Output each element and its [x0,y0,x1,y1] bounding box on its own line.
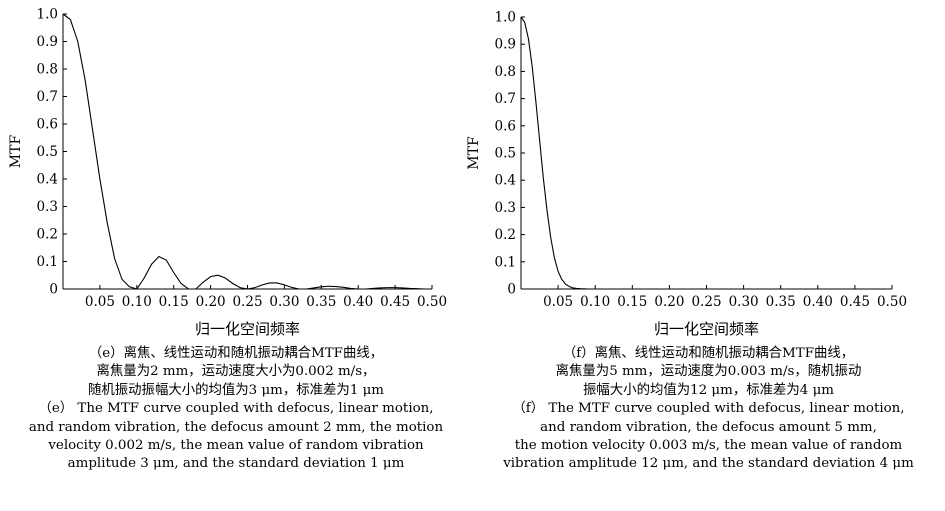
y-tick-label: 0.5 [495,146,516,162]
caption-e-line-7: amplitude 3 μm, and the standard deviati… [67,456,405,472]
caption-f-line-5: and random vibration, the defocus amount… [540,419,877,435]
y-axis-title: MTF [8,135,24,169]
x-tick-label: 0.40 [803,294,833,310]
caption-f: （f）离焦、线性运动和随机振动耦合MTF曲线， 离焦量为5 mm，运动速度为0.… [472,345,945,474]
y-tick-label: 0.2 [495,227,516,243]
caption-f-line-4: （f） The MTF curve coupled with defocus, … [512,401,905,417]
caption-f-line-6: the motion velocity 0.003 m/s, the mean … [514,438,903,454]
mtf-chart-e: 0 0.1 0.2 0.3 0.4 0.5 0.6 0.7 0.8 0.9 1.0 0.05 0.10 0… [8,7,447,339]
y-tick-label: 0.7 [495,91,516,107]
chart-panel-f: 0 0.1 0.2 0.3 0.4 0.5 0.6 0.7 0.8 0.9 1.0 0.05 0.10 0… [466,0,945,511]
caption-e-line-3: 随机振动振幅大小的均值为3 μm，标准差为1 μm [88,382,384,398]
caption-e-line-1: （e）离焦、线性运动和随机振动耦合MTF曲线， [88,346,384,361]
x-tick-label: 0.25 [691,294,721,310]
y-tick-label: 0.2 [37,227,58,243]
x-axis-title: 归一化空间频率 [654,320,759,338]
y-tick-label: 0.8 [37,62,58,78]
y-tick-label: 0.9 [37,34,58,50]
caption-e-line-4: （e） The MTF curve coupled with defocus, … [38,401,434,417]
x-tick-label: 0.35 [766,294,796,310]
x-tick-label: 0.50 [877,294,907,310]
y-tick-label: 0.5 [37,144,58,160]
x-tick-label: 0.20 [196,294,226,310]
caption-e-line-2: 离焦量为2 mm，运动速度大小为0.002 m/s， [96,364,376,380]
x-tick-label: 0.10 [580,294,610,310]
y-tick-label: 0.1 [495,254,516,270]
x-tick-label: 0.30 [729,294,759,310]
mtf-curve-e [62,13,432,290]
x-tick-label: 0.15 [159,294,189,310]
y-tick-label: 0.4 [495,173,516,189]
x-axis-title: 归一化空间频率 [195,320,300,338]
mtf-chart-f: 0 0.1 0.2 0.3 0.4 0.5 0.6 0.7 0.8 0.9 1.0 0.05 0.10 0… [466,10,907,339]
y-tick-label: 0.7 [37,89,58,105]
y-tick-label: 0.8 [495,64,516,80]
x-tick-label: 0.30 [269,294,299,310]
y-tick-label: 0 [507,282,516,298]
x-tick-label: 0.35 [306,294,336,310]
y-axis-title: MTF [466,136,482,170]
y-tick-label: 0.6 [37,117,58,133]
y-tick-label: 0.4 [37,172,58,188]
caption-f-line-1: （f）离焦、线性运动和随机振动耦合MTF曲线， [562,346,855,361]
x-tick-label: 0.40 [343,294,373,310]
chart-panel-e: 0 0.1 0.2 0.3 0.4 0.5 0.6 0.7 0.8 0.9 1.0 0.05 0.10 0… [0,0,472,511]
caption-e-line-6: velocity 0.002 m/s, the mean value of ra… [48,438,424,454]
caption-e: （e）离焦、线性运动和随机振动耦合MTF曲线， 离焦量为2 mm，运动速度大小为… [0,345,472,474]
x-tick-label: 0.20 [654,294,684,310]
caption-e-line-5: and random vibration, the defocus amount… [28,419,444,435]
caption-f-line-3: 振幅大小的均值为12 μm，标准差为4 μm [583,382,834,398]
x-tick-label: 0.05 [85,294,115,310]
x-tick-label: 0.50 [417,294,447,310]
caption-f-line-7: vibration amplitude 12 μm, and the stand… [503,456,914,472]
x-tick-label: 0.10 [122,294,152,310]
y-tick-label: 0 [49,282,58,298]
caption-f-line-2: 离焦量为5 mm，运动速度为0.003 m/s，随机振动 [555,364,862,380]
y-tick-label: 0.1 [37,254,58,270]
y-tick-label: 0.6 [495,118,516,134]
y-tick-label: 0.9 [495,37,516,53]
x-tick-label: 0.45 [840,294,870,310]
mtf-curve-f [520,16,892,290]
y-tick-label: 1.0 [37,7,58,23]
x-tick-label: 0.15 [617,294,647,310]
y-tick-label: 1.0 [495,10,516,26]
x-tick-label: 0.25 [232,294,262,310]
x-tick-label: 0.45 [380,294,410,310]
x-tick-label: 0.05 [543,294,573,310]
y-tick-label: 0.3 [37,199,58,215]
y-tick-label: 0.3 [495,200,516,216]
